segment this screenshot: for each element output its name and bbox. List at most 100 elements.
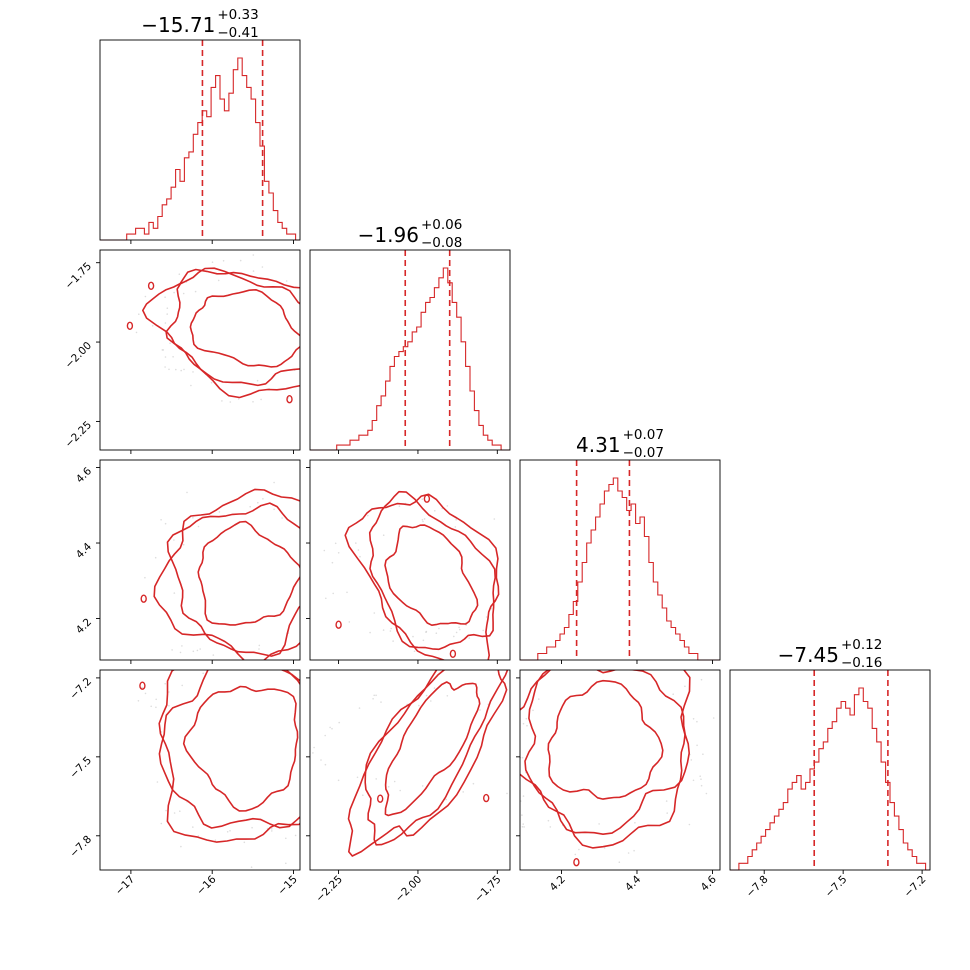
sample-point: [294, 834, 297, 837]
sample-point: [532, 709, 534, 712]
sample-point: [373, 694, 376, 697]
sample-point: [705, 792, 708, 795]
sample-point: [317, 514, 319, 516]
sample-point: [199, 648, 201, 650]
sample-point: [555, 763, 557, 765]
histogram-0: [100, 57, 300, 241]
sample-point: [192, 517, 194, 519]
sample-point: [525, 717, 528, 720]
title-value: −7.45: [778, 643, 839, 667]
panel-frame-2-2: [519, 459, 721, 661]
sample-point: [324, 734, 327, 737]
sample-point: [182, 543, 185, 546]
sample-point: [258, 644, 261, 647]
sample-point: [512, 521, 514, 523]
sample-point: [330, 615, 332, 617]
sample-point: [393, 780, 396, 783]
sample-point: [257, 501, 259, 504]
sample-point: [165, 809, 167, 812]
sample-point: [516, 719, 518, 721]
sample-point: [666, 812, 668, 814]
sample-point: [150, 705, 152, 708]
sample-point: [332, 592, 335, 595]
sample-point: [222, 674, 224, 676]
contour-inner: [182, 685, 299, 812]
sample-point: [692, 779, 695, 782]
sample-point: [472, 782, 475, 785]
sample-point: [251, 826, 253, 829]
contour-island: [348, 572, 353, 579]
sample-point: [285, 280, 288, 282]
y-tick-label: −2.25: [63, 419, 94, 450]
sample-point: [421, 498, 424, 501]
contour-island: [147, 281, 155, 290]
sample-point: [399, 789, 402, 792]
y-tick-label: −7.8: [68, 833, 95, 860]
contour-inner: [384, 681, 481, 817]
sample-point: [540, 774, 542, 776]
sample-point: [168, 368, 170, 371]
sample-point: [301, 765, 303, 767]
sample-point: [313, 746, 315, 749]
sample-point: [164, 356, 167, 358]
sample-point: [712, 717, 715, 719]
x-tick-label: −2.00: [393, 873, 424, 904]
sample-point: [313, 506, 315, 508]
sample-point: [349, 307, 351, 309]
sample-point: [173, 812, 176, 814]
sample-point: [455, 518, 458, 521]
sample-point: [375, 778, 378, 780]
sample-point: [677, 654, 679, 656]
sample-point: [334, 530, 336, 532]
sample-point: [141, 686, 143, 689]
sample-point: [359, 555, 361, 558]
sample-point: [585, 627, 587, 629]
sample-point: [433, 687, 436, 689]
sample-point: [218, 511, 221, 513]
sample-point: [672, 693, 674, 695]
sample-point: [166, 307, 169, 310]
sample-point: [164, 366, 166, 368]
sample-point: [430, 700, 432, 702]
sample-point: [331, 727, 333, 730]
sample-point: [229, 830, 231, 832]
contour-island: [275, 618, 280, 625]
sample-point: [229, 401, 232, 403]
sample-point: [260, 398, 262, 401]
sample-point: [438, 627, 440, 630]
sample-point: [522, 823, 524, 825]
sample-point: [252, 254, 255, 256]
sample-point: [304, 637, 306, 639]
sample-point: [217, 279, 220, 282]
sample-point: [372, 698, 374, 700]
sample-point: [398, 505, 401, 508]
contour-island: [140, 594, 147, 603]
sample-point: [490, 607, 493, 610]
contour-outer-2: [166, 502, 300, 657]
sample-point: [421, 519, 424, 521]
sample-point: [211, 261, 214, 264]
sample-point: [250, 866, 253, 868]
title-minus: −0.16: [841, 655, 882, 671]
sample-point: [315, 655, 317, 657]
sample-point: [336, 751, 338, 753]
sample-point: [182, 292, 185, 295]
sample-point: [558, 736, 560, 738]
sample-point: [156, 781, 159, 783]
contour-island: [377, 794, 384, 803]
panel-frame-3-2: [519, 669, 721, 871]
sample-point: [144, 692, 147, 695]
contour-panel-3-0: [137, 618, 338, 868]
sample-point: [699, 775, 701, 777]
sample-point: [173, 291, 175, 294]
sample-point: [241, 676, 243, 678]
contour-island: [312, 495, 317, 502]
sample-point: [323, 729, 325, 731]
sample-point: [458, 626, 460, 629]
sample-point: [155, 706, 157, 709]
sample-point: [526, 724, 528, 727]
sample-point: [234, 666, 236, 668]
sample-point: [549, 826, 552, 828]
contour-set: [140, 481, 353, 678]
sample-point: [226, 831, 229, 833]
